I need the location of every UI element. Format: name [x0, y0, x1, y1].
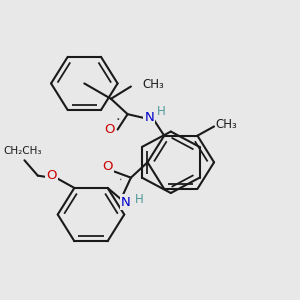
Text: CH₃: CH₃ [142, 79, 164, 92]
Text: CH₃: CH₃ [216, 118, 238, 131]
Text: H: H [157, 105, 165, 118]
Text: H: H [135, 193, 144, 206]
Text: O: O [104, 123, 115, 136]
Text: O: O [102, 160, 113, 173]
Text: N: N [121, 196, 131, 209]
Text: CH₂CH₃: CH₂CH₃ [4, 146, 42, 156]
Text: N: N [144, 111, 154, 124]
Text: O: O [46, 169, 56, 182]
